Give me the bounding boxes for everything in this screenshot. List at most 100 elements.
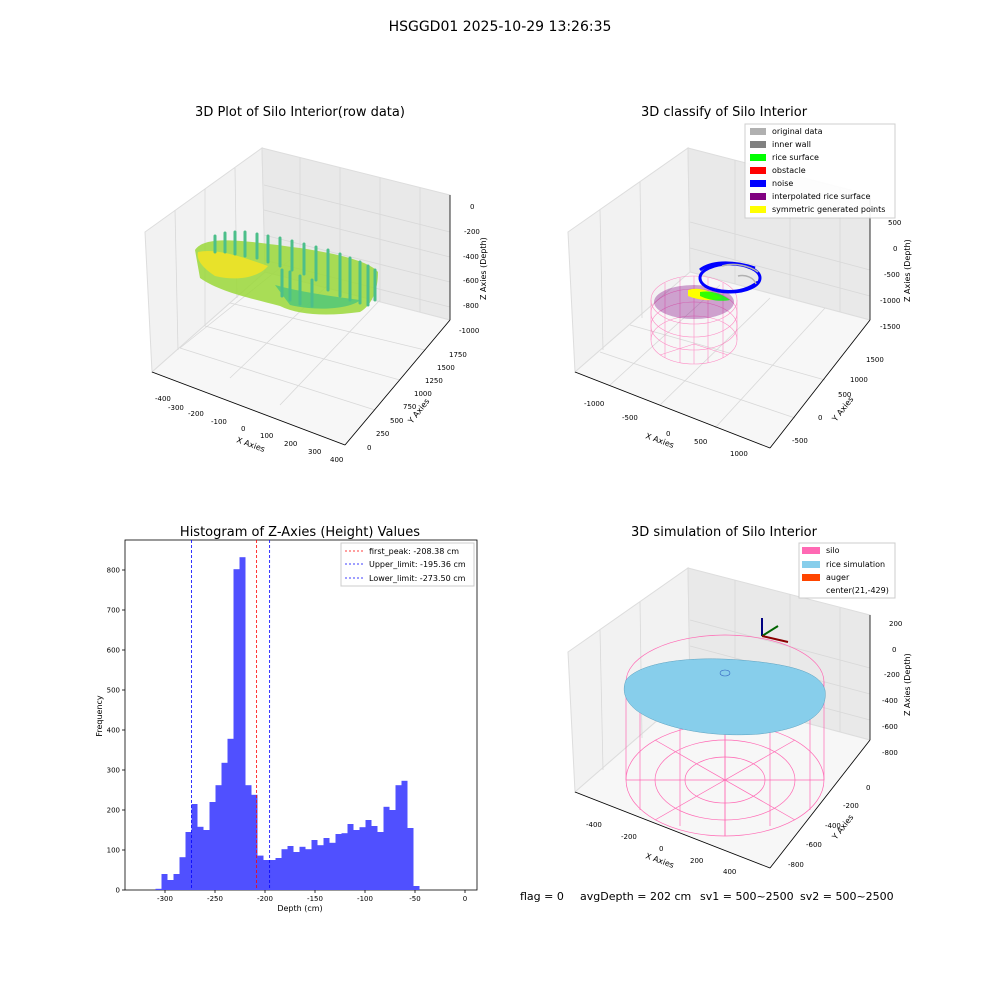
svg-text:0: 0 bbox=[893, 245, 897, 253]
sim-x-label: X Axies bbox=[644, 851, 675, 870]
figure-title: HSGGD01 2025-10-29 13:26:35 bbox=[389, 19, 612, 35]
raw-plot-title: 3D Plot of Silo Interior(row data) bbox=[195, 105, 405, 120]
histogram-bar bbox=[245, 785, 252, 890]
histogram-bar bbox=[185, 832, 192, 890]
legend-label-rice-surface: rice surface bbox=[772, 153, 819, 162]
classify-y-label: Y Axies bbox=[830, 395, 856, 424]
histogram-bar bbox=[347, 824, 354, 890]
legend-swatch-obstacle bbox=[750, 167, 766, 174]
svg-text:250: 250 bbox=[376, 430, 389, 438]
y-tick-label: 400 bbox=[107, 727, 120, 735]
sim-y-ticks: 0 -200 -400 -600 -800 bbox=[788, 784, 870, 869]
svg-text:0: 0 bbox=[659, 845, 663, 853]
legend-swatch-rice-simulation bbox=[802, 561, 820, 568]
histogram-axes-frame bbox=[124, 539, 478, 891]
legend-swatch-silo bbox=[802, 547, 820, 554]
classify-3d-plot: 3D classify of Silo Interior bbox=[567, 105, 912, 458]
svg-text:1500: 1500 bbox=[866, 356, 884, 364]
legend-label-upper-limit: Upper_limit: -195.36 cm bbox=[369, 560, 466, 569]
x-tick-label: -200 bbox=[257, 895, 273, 903]
svg-text:-100: -100 bbox=[211, 418, 227, 426]
svg-text:1500: 1500 bbox=[437, 364, 455, 372]
svg-text:100: 100 bbox=[260, 432, 273, 440]
histogram-y-ticks: 0 100 200 300 400 500 600 700 800 bbox=[107, 567, 125, 895]
svg-text:-800: -800 bbox=[882, 749, 898, 757]
avg-depth-text: avgDepth = 202 cm bbox=[580, 890, 691, 903]
raw-x-ticks: -400-300 -200 -100 0 100 200 300 400 bbox=[155, 395, 343, 464]
histogram-bar bbox=[323, 838, 330, 890]
sim-rice-surface bbox=[623, 658, 826, 736]
histogram-bar bbox=[413, 886, 420, 890]
svg-text:-1000: -1000 bbox=[459, 327, 479, 335]
legend-swatch-interpolated bbox=[750, 193, 766, 200]
svg-text:1750: 1750 bbox=[449, 351, 467, 359]
legend-label-lower-limit: Lower_limit: -273.50 cm bbox=[369, 574, 466, 583]
histogram-legend-box bbox=[340, 542, 475, 587]
histogram-bar bbox=[239, 557, 246, 890]
svg-text:-600: -600 bbox=[882, 723, 898, 731]
legend-swatch-original-data bbox=[750, 128, 766, 135]
raw-z-label: Z Axies (Depth) bbox=[479, 237, 488, 300]
histogram-bar bbox=[353, 830, 360, 890]
histogram-bar bbox=[221, 762, 228, 890]
histogram-bar bbox=[281, 849, 288, 890]
y-tick-label: 800 bbox=[107, 567, 120, 575]
raw-y-label: Y Axies bbox=[406, 397, 432, 426]
sim-x-ticks: -400 -200 0 200 400 bbox=[586, 821, 736, 876]
svg-text:-200: -200 bbox=[621, 833, 637, 841]
svg-text:200: 200 bbox=[284, 440, 297, 448]
svg-text:-500: -500 bbox=[884, 271, 900, 279]
histogram-bar bbox=[377, 832, 384, 890]
histogram-bar bbox=[329, 842, 336, 890]
legend-swatch-noise bbox=[750, 180, 766, 187]
histogram-bar bbox=[359, 827, 366, 890]
sim-legend-box bbox=[798, 542, 896, 599]
raw-point-cloud bbox=[195, 230, 378, 315]
svg-text:200: 200 bbox=[690, 857, 703, 865]
flag-text: flag = 0 bbox=[520, 890, 564, 903]
y-tick-label: 600 bbox=[107, 647, 120, 655]
classify-original-points bbox=[721, 263, 759, 285]
legend-label-original-data: original data bbox=[772, 127, 823, 136]
histogram-bar bbox=[275, 858, 282, 890]
legend-label-auger: auger bbox=[826, 573, 850, 582]
legend-label-rice-simulation: rice simulation bbox=[826, 560, 885, 569]
simulation-3d-plot: 3D simulation of Silo Interior bbox=[567, 525, 912, 876]
svg-text:-1500: -1500 bbox=[880, 323, 900, 331]
histogram-bar bbox=[365, 820, 372, 890]
svg-text:0: 0 bbox=[241, 425, 245, 433]
x-tick-label: -100 bbox=[357, 895, 373, 903]
histogram-bar bbox=[305, 849, 312, 890]
legend-label-noise: noise bbox=[772, 179, 793, 188]
svg-text:750: 750 bbox=[403, 403, 416, 411]
legend-label-first-peak: first_peak: -208.38 cm bbox=[369, 547, 459, 556]
histogram-bar bbox=[167, 880, 174, 890]
histogram-legend: first_peak: -208.38 cm Upper_limit: -195… bbox=[340, 542, 475, 587]
histogram-x-ticks: -300 -250 -200 -150 -100 -50 0 bbox=[157, 890, 467, 903]
classify-rice-surface bbox=[700, 291, 730, 301]
histogram-bar bbox=[293, 852, 300, 890]
histogram-bar bbox=[209, 802, 216, 890]
svg-text:500: 500 bbox=[838, 391, 851, 399]
y-tick-label: 0 bbox=[116, 887, 120, 895]
svg-text:1250: 1250 bbox=[425, 377, 443, 385]
histogram-bar bbox=[335, 834, 342, 890]
histogram-bar bbox=[233, 569, 240, 890]
classify-x-ticks: -1000 -500 0 500 1000 bbox=[584, 400, 748, 458]
svg-text:-500: -500 bbox=[792, 437, 808, 445]
sim-legend: silo rice simulation auger center(21,-42… bbox=[798, 542, 896, 599]
svg-text:0: 0 bbox=[892, 646, 896, 654]
histogram-bar bbox=[155, 888, 162, 890]
svg-text:-200: -200 bbox=[884, 671, 900, 679]
svg-text:-400: -400 bbox=[825, 822, 841, 830]
histogram-bar bbox=[395, 785, 402, 890]
raw-data-3d-plot: 3D Plot of Silo Interior(row data) bbox=[144, 105, 488, 464]
svg-text:300: 300 bbox=[308, 448, 321, 456]
histogram-bar bbox=[407, 828, 414, 890]
histogram-bar bbox=[251, 794, 258, 890]
svg-text:-300: -300 bbox=[168, 404, 184, 412]
histogram-bars bbox=[155, 557, 420, 890]
svg-text:1000: 1000 bbox=[414, 390, 432, 398]
